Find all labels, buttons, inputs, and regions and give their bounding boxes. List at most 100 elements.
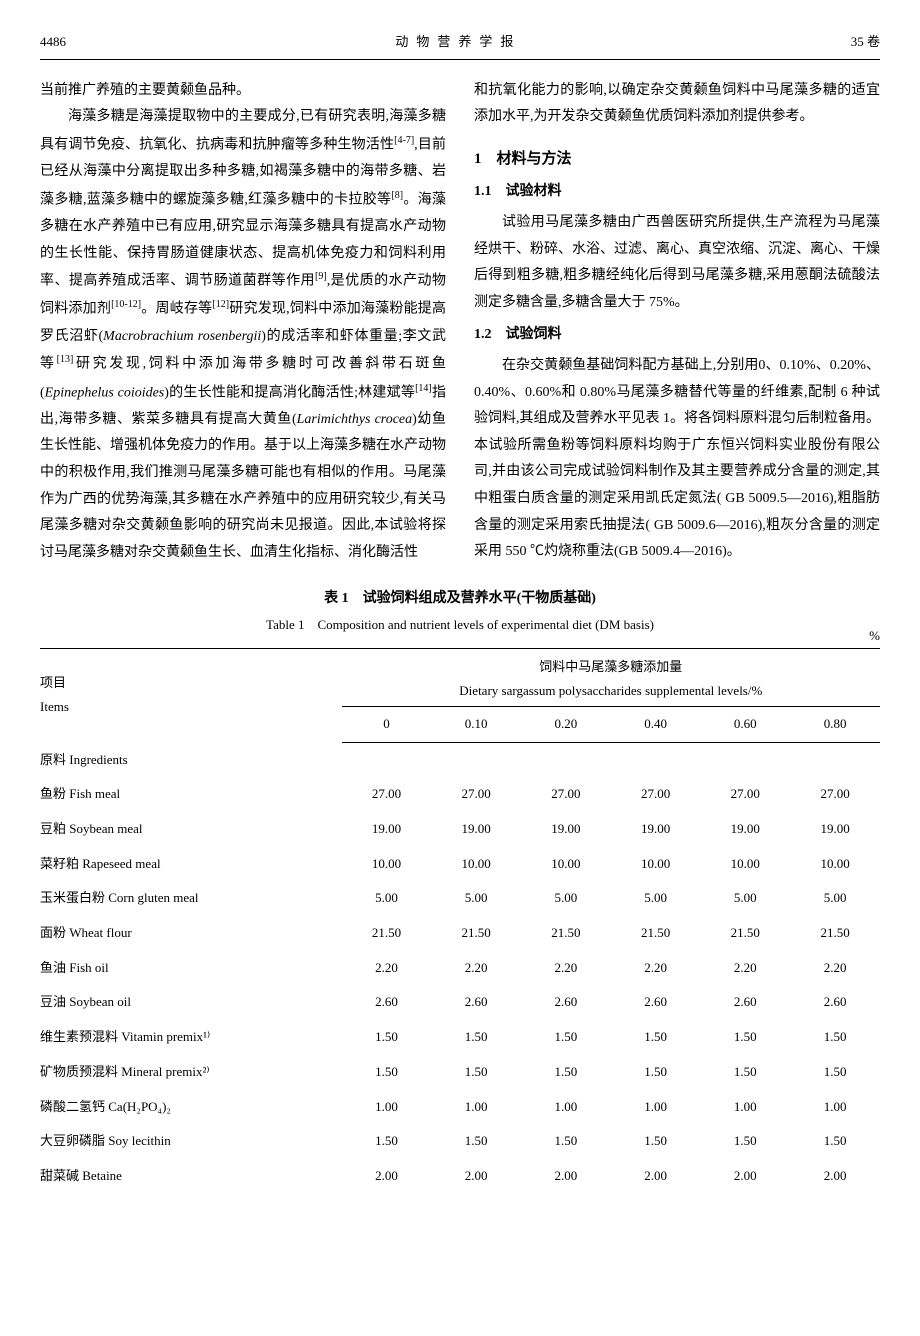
species-italic: Macrobrachium rosenbergii xyxy=(103,329,261,344)
table-row: 鱼油 Fish oil2.202.202.202.202.202.20 xyxy=(40,951,880,986)
left-column: 当前推广养殖的主要黄颡鱼品种。 海藻多糖是海藻提取物中的主要成分,已有研究表明,… xyxy=(40,78,446,567)
items-header-en: Items xyxy=(40,699,69,714)
table-cell: 21.50 xyxy=(700,916,790,951)
table-cell: 27.00 xyxy=(790,777,880,812)
row-label: 矿物质预混料 Mineral premix²⁾ xyxy=(40,1055,342,1090)
citation-sup: [9] xyxy=(315,271,327,282)
table-cell: 2.00 xyxy=(431,1159,521,1194)
table-cell: 1.00 xyxy=(790,1090,880,1125)
table-cell: 2.60 xyxy=(431,985,521,1020)
table-cell: 1.50 xyxy=(342,1124,432,1159)
items-header: 项目 Items xyxy=(40,648,342,742)
page-header: 4486 动物营养学报 35 卷 xyxy=(40,30,880,60)
table-row: 鱼粉 Fish meal27.0027.0027.0027.0027.0027.… xyxy=(40,777,880,812)
table-cell: 1.00 xyxy=(431,1090,521,1125)
table-cell: 1.50 xyxy=(700,1055,790,1090)
table-row: 豆油 Soybean oil2.602.602.602.602.602.60 xyxy=(40,985,880,1020)
row-label: 甜菜碱 Betaine xyxy=(40,1159,342,1194)
left-p1: 当前推广养殖的主要黄颡鱼品种。 xyxy=(40,78,446,105)
table-cell: 1.50 xyxy=(611,1124,701,1159)
table-cell: 19.00 xyxy=(521,812,611,847)
table-row: 面粉 Wheat flour21.5021.5021.5021.5021.502… xyxy=(40,916,880,951)
row-label: 鱼油 Fish oil xyxy=(40,951,342,986)
row-label: 维生素预混料 Vitamin premix¹⁾ xyxy=(40,1020,342,1055)
table-cell: 1.50 xyxy=(700,1020,790,1055)
row-label: 豆粕 Soybean meal xyxy=(40,812,342,847)
table-cell: 1.50 xyxy=(790,1055,880,1090)
table-cell: 1.00 xyxy=(342,1090,432,1125)
table-wrapper: % 项目 Items 饲料中马尾藻多糖添加量 Dietary sargassum… xyxy=(40,648,880,1194)
table-cell: 5.00 xyxy=(611,881,701,916)
species-italic: Epinephelus coioides xyxy=(45,385,165,400)
section-label-cell: 原料 Ingredients xyxy=(40,742,880,777)
table-cell: 27.00 xyxy=(342,777,432,812)
table-cell: 5.00 xyxy=(521,881,611,916)
citation-sup: [13] xyxy=(57,354,74,365)
table-cell: 2.00 xyxy=(521,1159,611,1194)
table-cell: 2.60 xyxy=(521,985,611,1020)
table-cell: 2.20 xyxy=(611,951,701,986)
row-label: 豆油 Soybean oil xyxy=(40,985,342,1020)
table-cell: 2.00 xyxy=(611,1159,701,1194)
citation-sup: [8] xyxy=(391,190,403,201)
table-cell: 27.00 xyxy=(611,777,701,812)
table-section-row: 原料 Ingredients xyxy=(40,742,880,777)
column-header: 0.10 xyxy=(431,707,521,742)
table-cell: 1.50 xyxy=(342,1055,432,1090)
table-cell: 2.60 xyxy=(700,985,790,1020)
volume-label: 35 卷 xyxy=(851,30,880,55)
table-cell: 2.60 xyxy=(611,985,701,1020)
species-italic: Larimichthys crocea xyxy=(297,412,413,427)
subsection-1-2: 1.2 试验饲料 xyxy=(474,322,880,349)
table-cell: 1.50 xyxy=(431,1124,521,1159)
table-cell: 27.00 xyxy=(521,777,611,812)
table-cell: 2.20 xyxy=(521,951,611,986)
table-cell: 2.00 xyxy=(700,1159,790,1194)
table-cell: 1.50 xyxy=(700,1124,790,1159)
left-p2: 海藻多糖是海藻提取物中的主要成分,已有研究表明,海藻多糖具有调节免疫、抗氧化、抗… xyxy=(40,104,446,566)
table-cell: 10.00 xyxy=(790,847,880,882)
table-cell: 19.00 xyxy=(700,812,790,847)
subsection-1-1: 1.1 试验材料 xyxy=(474,179,880,206)
page-number: 4486 xyxy=(40,30,66,55)
table-row: 大豆卵磷脂 Soy lecithin1.501.501.501.501.501.… xyxy=(40,1124,880,1159)
text-run: 海藻多糖是海藻提取物中的主要成分,已有研究表明,海藻多糖具有调节免疫、抗氧化、抗… xyxy=(40,109,446,152)
row-label: 面粉 Wheat flour xyxy=(40,916,342,951)
table-cell: 5.00 xyxy=(342,881,432,916)
column-header: 0.60 xyxy=(700,707,790,742)
table-cell: 2.00 xyxy=(342,1159,432,1194)
body-columns: 当前推广养殖的主要黄颡鱼品种。 海藻多糖是海藻提取物中的主要成分,已有研究表明,… xyxy=(40,78,880,567)
group-header: 饲料中马尾藻多糖添加量 Dietary sargassum polysaccha… xyxy=(342,648,880,706)
table-cell: 21.50 xyxy=(342,916,432,951)
table-cell: 5.00 xyxy=(700,881,790,916)
table-row: 菜籽粕 Rapeseed meal10.0010.0010.0010.0010.… xyxy=(40,847,880,882)
table-cell: 21.50 xyxy=(431,916,521,951)
table-cell: 19.00 xyxy=(611,812,701,847)
table-cell: 1.50 xyxy=(521,1055,611,1090)
table-cell: 2.60 xyxy=(342,985,432,1020)
table-cell: 21.50 xyxy=(611,916,701,951)
table-cell: 10.00 xyxy=(700,847,790,882)
text-run: )幼鱼生长性能、增强机体免疫力的作用。基于以上海藻多糖在水产动物中的积极作用,我… xyxy=(40,412,446,560)
table-cell: 1.00 xyxy=(611,1090,701,1125)
table-cell: 19.00 xyxy=(790,812,880,847)
right-p1: 和抗氧化能力的影响,以确定杂交黄颡鱼饲料中马尾藻多糖的适宜添加水平,为开发杂交黄… xyxy=(474,78,880,131)
column-header: 0 xyxy=(342,707,432,742)
composition-table: 项目 Items 饲料中马尾藻多糖添加量 Dietary sargassum p… xyxy=(40,648,880,1194)
text-run: )的生长性能和提高消化酶活性;林建斌等 xyxy=(164,385,415,400)
right-column: 和抗氧化能力的影响,以确定杂交黄颡鱼饲料中马尾藻多糖的适宜添加水平,为开发杂交黄… xyxy=(474,78,880,567)
table-cell: 2.00 xyxy=(790,1159,880,1194)
items-header-zh: 项目 xyxy=(40,675,66,690)
column-header: 0.40 xyxy=(611,707,701,742)
table-cell: 1.50 xyxy=(431,1020,521,1055)
table-cell: 21.50 xyxy=(790,916,880,951)
row-label: 鱼粉 Fish meal xyxy=(40,777,342,812)
table-cell: 10.00 xyxy=(611,847,701,882)
table-cell: 5.00 xyxy=(431,881,521,916)
table-row: 豆粕 Soybean meal19.0019.0019.0019.0019.00… xyxy=(40,812,880,847)
table-cell: 1.50 xyxy=(790,1124,880,1159)
citation-sup: [10-12] xyxy=(111,299,141,310)
table-unit: % xyxy=(869,624,880,649)
table-caption-en: Table 1 Composition and nutrient levels … xyxy=(40,613,880,638)
table-cell: 1.00 xyxy=(521,1090,611,1125)
